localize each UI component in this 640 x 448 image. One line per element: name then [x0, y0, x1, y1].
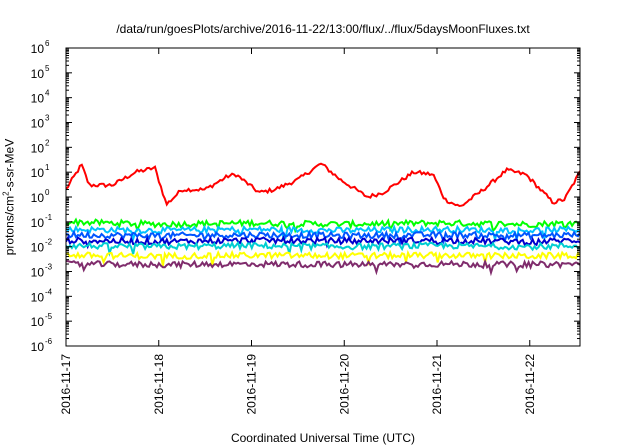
plot-frame: [65, 47, 581, 347]
y-tick-label-exponent: 5: [45, 64, 50, 73]
y-tick-label-exponent: 4: [45, 89, 50, 98]
y-tick-label-exponent: -6: [45, 337, 53, 346]
y-tick-label-base: 10: [31, 340, 45, 354]
y-tick-label-base: 10: [31, 216, 45, 230]
series-line-0: [66, 162, 580, 208]
x-tick-label: 2016-11-21: [430, 354, 444, 415]
y-tick-label-exponent: -1: [45, 213, 53, 222]
y-tick-label-base: 10: [31, 290, 45, 304]
x-axis-label: Coordinated Universal Time (UTC): [230, 431, 416, 445]
series-line-5: [66, 240, 580, 257]
chart-title: /data/run/goesPlots/archive/2016-11-22/1…: [116, 22, 530, 36]
series-line-2: [66, 223, 580, 244]
y-tick-label-exponent: 3: [45, 114, 50, 123]
x-tick-label: 2016-11-19: [245, 354, 259, 415]
y-tick-label-exponent: -4: [45, 287, 53, 296]
series-line-1: [66, 217, 580, 234]
y-tick-label-exponent: -5: [45, 312, 53, 321]
series-line-4: [66, 235, 580, 250]
x-tick-label: 2016-11-18: [152, 354, 166, 415]
y-tick-label-exponent: 2: [45, 138, 50, 147]
y-tick-label-exponent: 1: [45, 163, 50, 172]
y-tick-label-base: 10: [31, 315, 45, 329]
series-line-3: [66, 229, 580, 247]
y-tick-label-exponent: -2: [45, 238, 53, 247]
y-tick-label-base: 10: [31, 42, 45, 56]
x-tick-label: 2016-11-20: [337, 354, 351, 415]
y-tick-label-exponent: 0: [45, 188, 50, 197]
series-line-6: [66, 249, 580, 267]
x-tick-label: 2016-11-17: [59, 354, 73, 415]
y-tick-label-exponent: -3: [45, 263, 53, 272]
y-tick-label-base: 10: [31, 67, 45, 81]
series-line-7: [66, 258, 580, 277]
y-tick-label-base: 10: [31, 241, 45, 255]
y-tick-label-exponent: 6: [45, 39, 50, 48]
y-tick-label-base: 10: [31, 166, 45, 180]
y-tick-label-base: 10: [31, 191, 45, 205]
y-tick-label-base: 10: [31, 117, 45, 131]
y-tick-label-base: 10: [31, 266, 45, 280]
x-tick-label: 2016-11-22: [523, 354, 537, 415]
y-tick-label-base: 10: [31, 141, 45, 155]
y-tick-label-base: 10: [31, 92, 45, 106]
